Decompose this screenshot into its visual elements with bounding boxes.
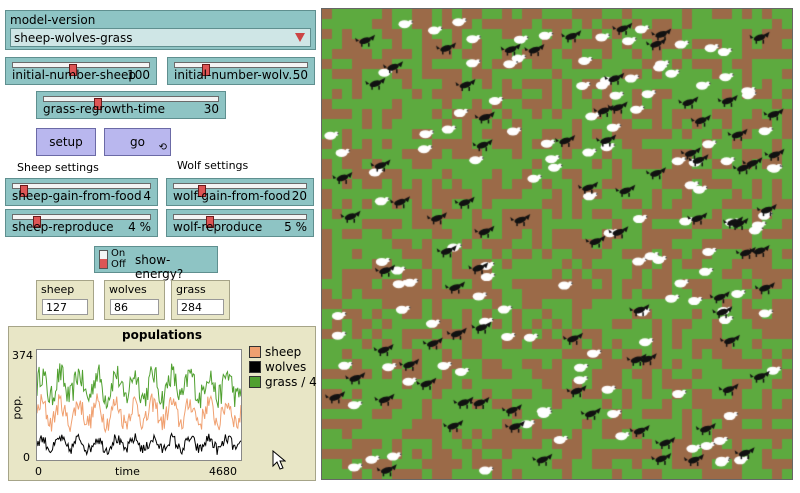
plot-title: populations: [122, 328, 202, 342]
slider-value: 5 %: [284, 220, 307, 234]
setup-button-label: setup: [49, 135, 83, 149]
grass-regrowth-time-slider[interactable]: grass-regrowth-time 30: [36, 91, 226, 119]
wolf-settings-note: Wolf settings: [177, 159, 249, 172]
plot-xmax-label: 4680: [209, 465, 237, 478]
legend-label: grass / 4: [265, 375, 317, 389]
slider-value: 4: [143, 189, 151, 203]
switch-toggle[interactable]: [99, 250, 108, 269]
slider-track[interactable]: [174, 62, 308, 76]
wolf-gain-from-food-slider[interactable]: wolf-gain-from-food 20: [166, 178, 314, 206]
slider-label: sheep-reproduce: [12, 220, 114, 234]
slider-knob[interactable]: [20, 185, 28, 197]
slider-label: initial-number-sheep: [12, 68, 136, 82]
switch-on-label: On: [111, 248, 126, 259]
sheep-series-line: [37, 393, 241, 434]
slider-knob[interactable]: [33, 216, 41, 228]
initial-number-sheep-slider[interactable]: initial-number-sheep 100: [5, 57, 157, 85]
forever-icon: ⟲: [158, 142, 167, 153]
slider-value: 4 %: [128, 220, 151, 234]
monitor-value: 284: [177, 299, 224, 315]
slider-label: initial-number-wolv...: [174, 68, 300, 82]
slider-knob[interactable]: [202, 64, 210, 76]
go-button-label: go: [130, 135, 145, 149]
legend-label: sheep: [265, 345, 302, 359]
plot-ymax-label: 374: [12, 349, 33, 362]
plot-ylabel: pop.: [10, 395, 24, 420]
slider-value: 50: [292, 68, 308, 82]
setup-button[interactable]: setup: [36, 128, 96, 156]
slider-track[interactable]: [173, 183, 307, 197]
slider-track[interactable]: [43, 96, 219, 110]
world-view[interactable]: [321, 8, 793, 480]
slider-track[interactable]: [12, 62, 150, 76]
legend-swatch: [249, 376, 261, 388]
mouse-cursor-icon: [272, 450, 286, 470]
initial-number-wolves-slider[interactable]: initial-number-wolv... 50: [167, 57, 315, 85]
slider-label: grass-regrowth-time: [43, 102, 165, 116]
sheep-reproduce-slider[interactable]: sheep-reproduce 4 %: [5, 209, 158, 237]
monitor-value: 127: [42, 299, 88, 315]
slider-track[interactable]: [12, 183, 151, 197]
monitor-label: wolves: [109, 283, 147, 296]
populations-plot: populations 374 0 pop. 0 time 4680 sheep…: [8, 326, 317, 481]
legend-swatch: [249, 346, 261, 358]
chooser-select[interactable]: sheep-wolves-grass: [10, 28, 311, 47]
slider-knob[interactable]: [198, 185, 206, 197]
legend-swatch: [249, 361, 261, 373]
slider-value: 100: [127, 68, 150, 82]
slider-knob[interactable]: [94, 98, 102, 110]
dropdown-arrow-icon[interactable]: [295, 33, 305, 42]
model-version-chooser[interactable]: model-version sheep-wolves-grass: [5, 10, 316, 50]
show-energy-switch[interactable]: On Off show-energy?: [94, 246, 218, 281]
sheep-gain-from-food-slider[interactable]: sheep-gain-from-food 4: [5, 178, 158, 206]
slider-knob[interactable]: [206, 216, 214, 228]
plot-area: [36, 349, 242, 461]
plot-xlabel: time: [115, 465, 140, 478]
slider-value: 30: [203, 102, 219, 116]
slider-knob[interactable]: [69, 64, 77, 76]
slider-label: sheep-gain-from-food: [12, 189, 142, 203]
grass-monitor: grass 284: [171, 280, 230, 320]
sheep-settings-note: Sheep settings: [17, 161, 99, 174]
switch-off-label: Off: [111, 259, 126, 270]
plot-ymin-label: 0: [23, 451, 30, 464]
go-button[interactable]: go ⟲: [104, 128, 171, 156]
chooser-value: sheep-wolves-grass: [14, 31, 133, 45]
slider-label: wolf-gain-from-food: [173, 189, 291, 203]
wolves-monitor: wolves 86: [104, 280, 165, 320]
switch-label: show-energy?: [135, 253, 184, 281]
wolf-reproduce-slider[interactable]: wolf-reproduce 5 %: [166, 209, 314, 237]
slider-label: wolf-reproduce: [173, 220, 263, 234]
slider-track[interactable]: [173, 214, 307, 228]
world-canvas[interactable]: [322, 9, 792, 479]
plot-xmin-label: 0: [35, 465, 42, 478]
wolves-series-line: [37, 432, 241, 457]
slider-track[interactable]: [12, 214, 151, 228]
grass-series-line: [37, 363, 241, 410]
slider-value: 20: [291, 189, 307, 203]
sheep-monitor: sheep 127: [36, 280, 94, 320]
switch-knob[interactable]: [100, 259, 107, 268]
monitor-label: grass: [176, 283, 206, 296]
monitor-value: 86: [110, 299, 159, 315]
monitor-label: sheep: [41, 283, 75, 296]
legend-label: wolves: [265, 360, 307, 374]
chooser-label: model-version: [10, 13, 96, 27]
